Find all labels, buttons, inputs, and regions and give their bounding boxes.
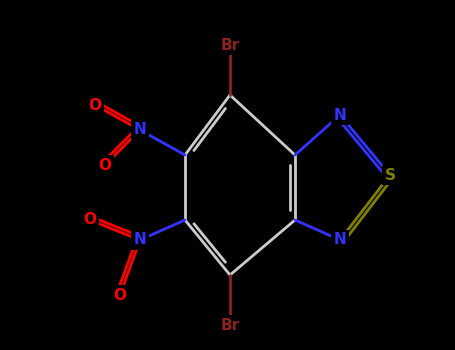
Text: O: O [98,158,111,173]
Text: O: O [84,212,96,228]
Text: N: N [134,122,147,138]
Text: N: N [134,232,147,247]
Text: N: N [334,107,346,122]
Text: Br: Br [220,317,240,332]
Text: Br: Br [220,37,240,52]
Text: O: O [113,287,126,302]
Text: O: O [89,98,101,112]
Text: N: N [334,232,346,247]
Text: S: S [384,168,395,182]
